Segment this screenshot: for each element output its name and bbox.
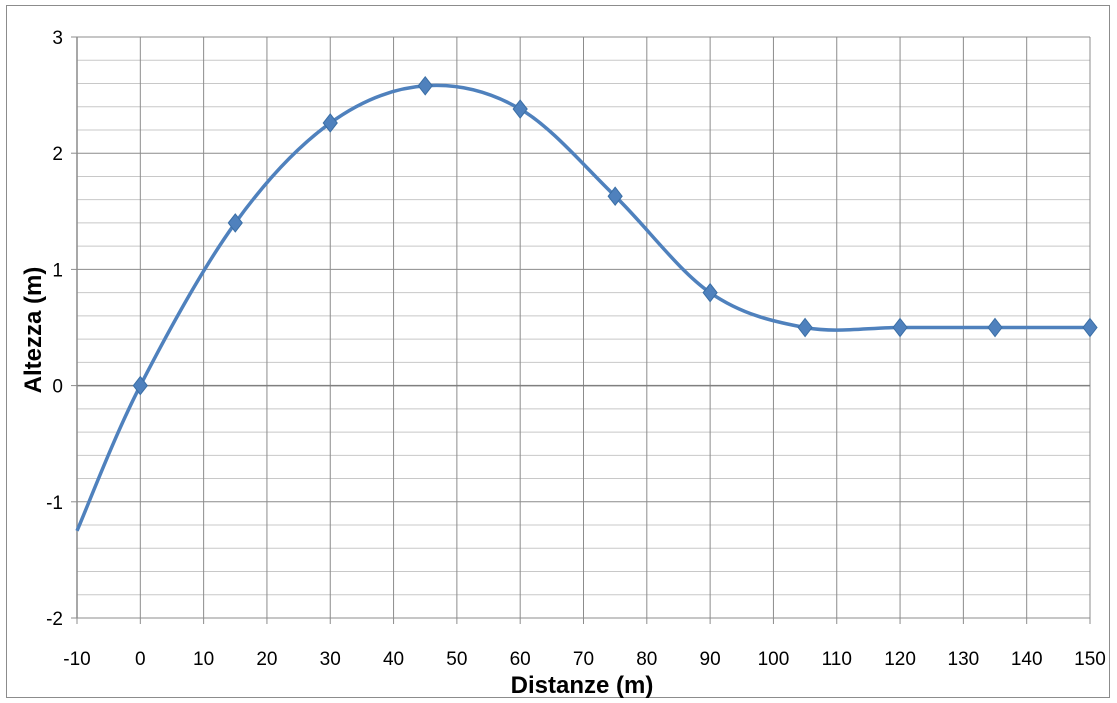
data-point-marker (132, 375, 148, 396)
grid (71, 36, 1091, 624)
data-point-marker (227, 213, 243, 233)
x-tick-label: 10 (193, 649, 214, 670)
x-tick-label: 40 (383, 649, 404, 670)
x-tick-label: 60 (510, 649, 531, 670)
data-point-marker (702, 282, 718, 303)
y-tick-label: 1 (52, 260, 63, 281)
y-tick-label: 0 (52, 377, 63, 398)
chart-frame (6, 5, 1110, 698)
x-tick-label: 150 (1074, 649, 1106, 670)
marker-layer (132, 75, 1098, 396)
y-tick-label: 2 (52, 144, 63, 165)
data-point-marker (1082, 317, 1098, 338)
x-tick-label: 80 (636, 649, 657, 670)
data-point-marker (417, 75, 433, 96)
data-point-marker (607, 186, 623, 207)
x-tick-label: 110 (822, 649, 852, 670)
x-tick-label: 140 (1011, 649, 1043, 670)
y-tick-label: -2 (46, 609, 63, 630)
x-tick-labels: -10 0 10 20 30 40 50 60 70 80 90 100 110 120 130 140 150 (63, 649, 1106, 670)
x-tick-label: 0 (135, 649, 146, 670)
data-point-marker (892, 317, 908, 338)
data-point-marker (987, 317, 1003, 338)
y-tick-label: 3 (52, 28, 63, 49)
y-tick-labels: -2 -1 0 1 2 3 (46, 28, 63, 630)
x-tick-label: 20 (256, 649, 277, 670)
x-tick-label: 100 (758, 649, 790, 670)
x-tick-label: 70 (573, 649, 594, 670)
y-axis-title: Altezza (m) (20, 267, 47, 394)
y-tick-label: -1 (46, 493, 63, 514)
x-tick-label: 90 (700, 649, 721, 670)
x-tick-label: -10 (63, 649, 90, 670)
x-tick-label: 130 (948, 649, 980, 670)
x-tick-label: 50 (446, 649, 467, 670)
data-point-marker (797, 317, 813, 338)
data-point-marker (512, 99, 528, 119)
x-tick-label: 30 (320, 649, 341, 670)
x-axis-title: Distanze (m) (511, 672, 654, 699)
data-point-marker (322, 113, 338, 133)
x-tick-label: 120 (884, 649, 916, 670)
